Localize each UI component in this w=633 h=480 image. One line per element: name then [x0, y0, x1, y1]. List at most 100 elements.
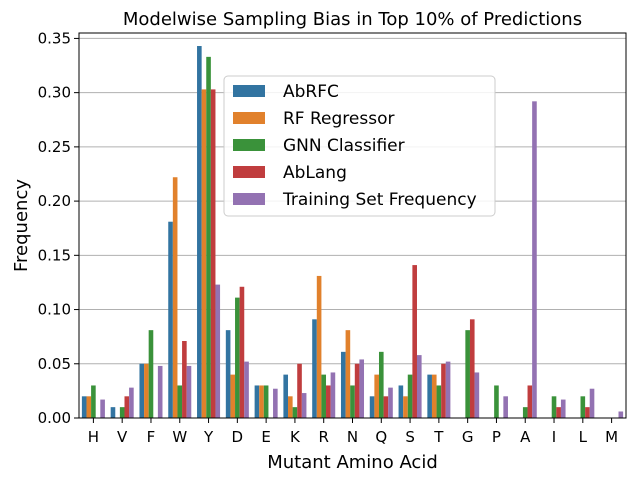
x-tick-label: S: [405, 428, 415, 446]
bar-d-series-3: [239, 286, 245, 418]
legend-swatch: [233, 112, 265, 124]
bar-h-series-4: [100, 399, 105, 418]
bar-n-series-0: [340, 351, 346, 418]
legend-label: AbRFC: [283, 82, 339, 102]
legend-label: GNN Classifier: [283, 136, 405, 156]
legend-swatch: [233, 166, 265, 178]
bar-w-series-0: [168, 221, 173, 418]
bar-i-series-4: [560, 399, 566, 418]
bar-n-series-2: [350, 385, 355, 418]
bar-e-series-0: [254, 385, 260, 418]
x-tick-label: Q: [375, 428, 387, 446]
x-tick-label: K: [290, 428, 301, 446]
legend-box: [223, 75, 496, 217]
x-axis-label: Mutant Amino Acid: [267, 452, 438, 473]
y-axis-label: Frequency: [11, 179, 32, 272]
legend-label: AbLang: [283, 163, 347, 183]
legend-label: RF Regressor: [283, 109, 394, 129]
bars-group: [81, 46, 624, 419]
bar-r-series-3: [326, 385, 331, 418]
bar-s-series-3: [412, 265, 417, 418]
bar-w-series-3: [182, 341, 187, 418]
x-tick-label: R: [318, 428, 328, 446]
bar-t-series-3: [441, 363, 446, 418]
bar-t-series-1: [431, 374, 437, 418]
bar-g-series-3: [469, 319, 475, 418]
x-tick-label: M: [605, 428, 618, 446]
bar-r-series-0: [312, 319, 317, 418]
bar-q-series-4: [388, 387, 393, 418]
y-tick-label: 0.25: [38, 138, 71, 156]
x-tick-label: W: [172, 428, 187, 446]
bar-q-series-2: [378, 351, 384, 418]
bar-k-series-1: [288, 396, 293, 418]
bar-t-series-4: [445, 361, 451, 418]
bar-s-series-2: [407, 374, 413, 418]
y-tick-label: 0.15: [38, 246, 71, 264]
bar-p-series-4: [503, 396, 508, 418]
bar-n-series-4: [359, 359, 365, 418]
bar-e-series-4: [273, 388, 278, 418]
legend: AbRFC RF Regressor GNN Classifier AbLang Tra…: [223, 75, 496, 217]
bar-d-series-1: [230, 374, 236, 418]
bar-a-series-3: [527, 385, 533, 418]
y-tick-label: 0.00: [38, 409, 71, 427]
bar-l-series-2: [580, 396, 586, 418]
chart-title: Modelwise Sampling Bias in Top 10% of Pr…: [123, 9, 582, 30]
bar-g-series-4: [474, 372, 480, 418]
bar-v-series-3: [124, 396, 130, 418]
bar-k-series-4: [301, 393, 307, 418]
bar-h-series-2: [91, 385, 96, 418]
bar-f-series-0: [139, 363, 145, 418]
bar-h-series-1: [86, 396, 92, 418]
bar-e-series-1: [259, 385, 264, 418]
legend-swatch: [233, 193, 265, 205]
y-tick-label: 0.05: [38, 355, 71, 373]
bar-n-series-1: [345, 330, 351, 418]
bar-y-series-1: [201, 89, 207, 419]
bar-a-series-4: [532, 101, 537, 418]
bar-h-series-0: [81, 396, 87, 418]
bar-d-series-0: [225, 330, 231, 418]
x-tick-label: V: [117, 428, 128, 446]
bar-t-series-2: [436, 385, 442, 418]
bar-f-series-2: [148, 330, 154, 418]
x-tick-label: Y: [203, 428, 214, 446]
bar-q-series-3: [383, 396, 389, 418]
x-tick-label: P: [492, 428, 501, 446]
bar-w-series-2: [177, 385, 183, 418]
bar-v-series-0: [110, 407, 116, 418]
bar-t-series-0: [427, 374, 432, 418]
bar-m-series-4: [618, 411, 624, 418]
bar-i-series-3: [556, 407, 561, 418]
y-tick-label: 0.20: [38, 192, 71, 210]
bar-v-series-4: [129, 387, 134, 418]
bar-g-series-2: [465, 330, 470, 418]
y-tick-label: 0.30: [38, 84, 71, 102]
x-tick-label: F: [147, 428, 156, 446]
bar-f-series-4: [157, 365, 163, 418]
x-tick-label: D: [232, 428, 244, 446]
bar-w-series-1: [172, 177, 178, 418]
bar-w-series-4: [186, 365, 192, 418]
bar-f-series-1: [144, 363, 149, 418]
bar-r-series-4: [330, 372, 336, 418]
bar-k-series-2: [292, 407, 298, 418]
x-tick-label: E: [261, 428, 270, 446]
bar-s-series-4: [416, 355, 422, 418]
bar-a-series-2: [522, 407, 528, 418]
bar-q-series-1: [374, 374, 379, 418]
bar-p-series-2: [494, 385, 499, 418]
y-tick-label: 0.10: [38, 301, 71, 319]
bar-s-series-0: [398, 385, 404, 418]
y-axis-ticks: 0.00 0.05 0.10 0.15 0.20 0.25 0.30 0.35: [38, 29, 79, 427]
bar-k-series-3: [297, 363, 302, 418]
bar-s-series-1: [403, 396, 408, 418]
bar-y-series-2: [206, 56, 211, 418]
bar-d-series-2: [235, 297, 240, 418]
bar-n-series-3: [354, 363, 360, 418]
legend-swatch: [233, 85, 265, 97]
x-tick-label: H: [88, 428, 99, 446]
